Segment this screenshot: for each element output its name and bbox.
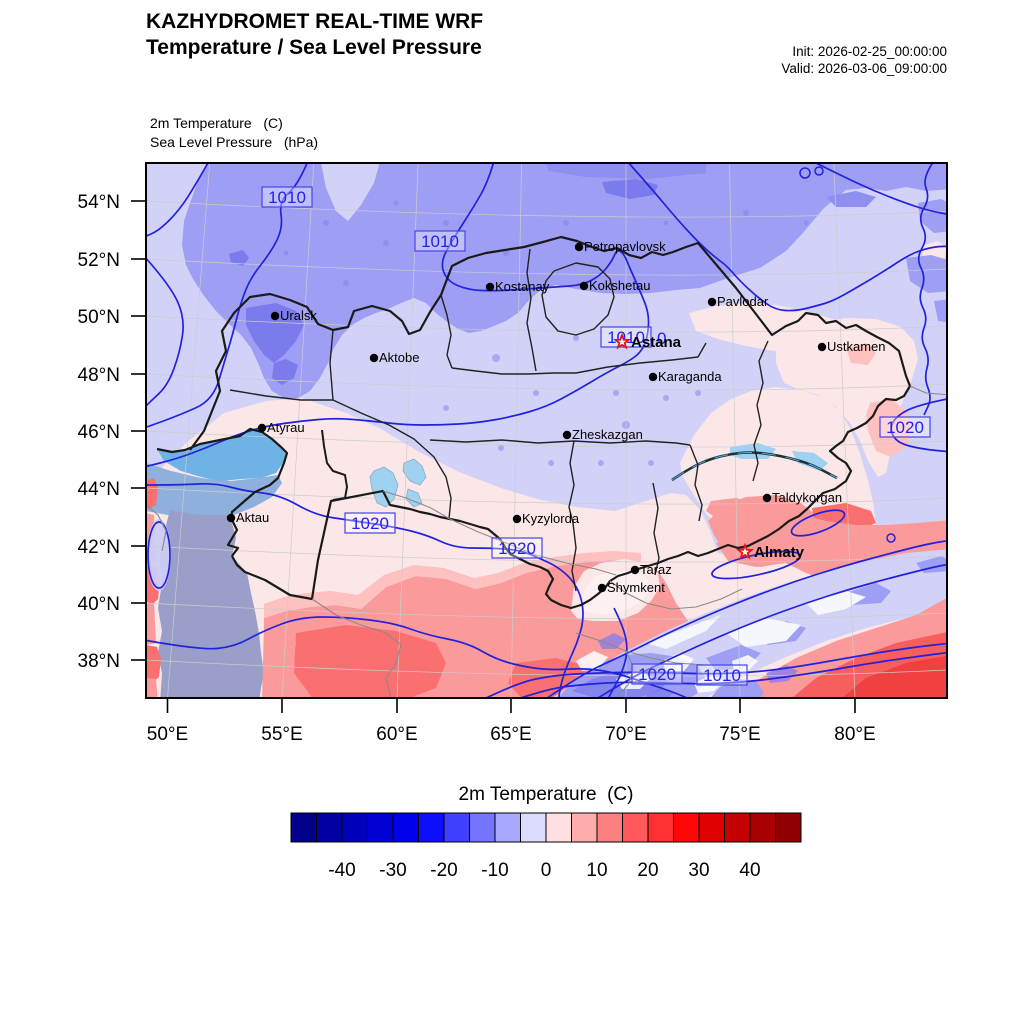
svg-text:-40: -40 <box>328 860 355 881</box>
svg-text:1020: 1020 <box>886 418 924 437</box>
svg-text:44°N: 44°N <box>78 479 120 500</box>
svg-text:20: 20 <box>637 860 658 881</box>
svg-text:46°N: 46°N <box>78 422 120 443</box>
svg-text:Shymkent: Shymkent <box>607 580 665 595</box>
svg-text:48°N: 48°N <box>78 365 120 386</box>
svg-text:1020: 1020 <box>638 665 676 684</box>
svg-text:Aktobe: Aktobe <box>379 350 419 365</box>
svg-text:Kyzylorda: Kyzylorda <box>522 511 580 526</box>
svg-text:40°N: 40°N <box>78 594 120 615</box>
svg-text:2m Temperature (C): 2m Temperature (C) <box>150 115 283 131</box>
svg-text:Almaty: Almaty <box>754 544 805 561</box>
svg-text:Ustkamen: Ustkamen <box>827 339 886 354</box>
svg-text:Uralsk: Uralsk <box>280 308 317 323</box>
svg-text:Pavlodar: Pavlodar <box>717 294 769 309</box>
svg-text:1020: 1020 <box>351 514 389 533</box>
svg-text:-30: -30 <box>379 860 406 881</box>
svg-text:Taldykorgan: Taldykorgan <box>772 490 842 505</box>
svg-text:55°E: 55°E <box>261 724 302 745</box>
svg-text:Karaganda: Karaganda <box>658 369 722 384</box>
svg-text:Taraz: Taraz <box>640 562 672 577</box>
svg-text:Kostanay: Kostanay <box>495 279 550 294</box>
svg-text:1010: 1010 <box>703 666 741 685</box>
svg-text:50°E: 50°E <box>147 724 188 745</box>
svg-text:54°N: 54°N <box>78 192 120 213</box>
svg-text:KAZHYDROMET REAL-TIME WRF: KAZHYDROMET REAL-TIME WRF <box>146 10 483 33</box>
svg-text:Petropavlovsk: Petropavlovsk <box>584 239 666 254</box>
svg-text:80°E: 80°E <box>834 724 875 745</box>
svg-text:30: 30 <box>688 860 709 881</box>
svg-text:0: 0 <box>541 860 552 881</box>
svg-text:60°E: 60°E <box>376 724 417 745</box>
svg-text:40: 40 <box>739 860 760 881</box>
svg-text:Sea Level Pressure (hPa): Sea Level Pressure (hPa) <box>150 134 318 150</box>
svg-text:38°N: 38°N <box>78 651 120 672</box>
svg-text:Zheskazgan: Zheskazgan <box>572 427 643 442</box>
svg-text:Valid: 2026-03-06_09:00:00: Valid: 2026-03-06_09:00:00 <box>781 61 947 76</box>
svg-text:1010: 1010 <box>268 188 306 207</box>
svg-text:Atyrau: Atyrau <box>267 420 305 435</box>
svg-text:Init: 2026-02-25_00:00:00: Init: 2026-02-25_00:00:00 <box>792 44 947 59</box>
svg-text:Aktau: Aktau <box>236 510 269 525</box>
svg-text:0: 0 <box>657 329 666 348</box>
svg-text:75°E: 75°E <box>719 724 760 745</box>
svg-text:-20: -20 <box>430 860 457 881</box>
svg-text:10: 10 <box>586 860 607 881</box>
svg-text:65°E: 65°E <box>490 724 531 745</box>
svg-text:Astana: Astana <box>631 334 682 351</box>
svg-text:1020: 1020 <box>498 539 536 558</box>
svg-text:42°N: 42°N <box>78 537 120 558</box>
svg-text:50°N: 50°N <box>78 307 120 328</box>
svg-text:Temperature / Sea Level Pressu: Temperature / Sea Level Pressure <box>146 36 482 59</box>
svg-text:1010: 1010 <box>421 232 459 251</box>
svg-text:Kokshetau: Kokshetau <box>589 278 650 293</box>
svg-text:52°N: 52°N <box>78 250 120 271</box>
svg-text:1010: 1010 <box>607 328 645 347</box>
svg-text:-10: -10 <box>481 860 508 881</box>
svg-text:2m Temperature (C): 2m Temperature (C) <box>459 784 634 805</box>
svg-text:70°E: 70°E <box>605 724 646 745</box>
